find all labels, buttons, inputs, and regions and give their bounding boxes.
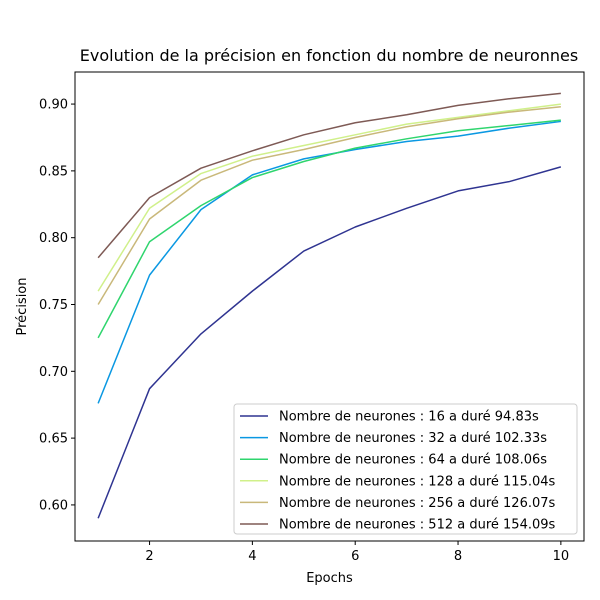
y-tick-label: 0.70 [39,365,68,380]
x-axis-ticks: 2 4 6 8 10 [145,541,569,564]
series-line-4 [97,105,561,305]
x-tick-label: 10 [553,549,570,564]
legend-label-3: Nombre de neurones : 128 a duré 115.04s [279,474,556,489]
x-tick-label: 8 [454,549,462,564]
legend-items: Nombre de neurones : 16 a duré 94.83s Nom… [240,410,556,533]
x-tick-label: 2 [145,549,153,564]
series-group [97,92,562,519]
x-tick-label: 6 [351,549,359,564]
x-tick-label: 4 [248,549,256,564]
plot-frame [74,71,585,542]
legend-box [233,403,578,535]
y-tick-label: 0.75 [39,298,68,313]
series-line-2 [97,119,561,339]
y-tick-label: 0.60 [39,498,68,513]
x-axis-label: Epochs [306,571,353,586]
legend: Nombre de neurones : 16 a duré 94.83s Nom… [233,403,578,535]
legend-label-0: Nombre de neurones : 16 a duré 94.83s [279,410,539,425]
y-axis-label: Précision [15,277,30,335]
legend-label-1: Nombre de neurones : 32 a duré 102.33s [279,431,547,446]
y-tick-label: 0.65 [39,432,68,447]
chart-title: Evolution de la précision en fonction du… [80,46,578,65]
y-tick-label: 0.80 [39,231,68,246]
legend-label-5: Nombre de neurones : 512 a duré 154.09s [279,518,556,533]
series-line-5 [97,92,561,259]
y-tick-label: 0.90 [39,98,68,113]
legend-label-4: Nombre de neurones : 256 a duré 126.07s [279,496,556,511]
y-tick-label: 0.85 [39,164,68,179]
plot-area [74,71,585,542]
series-line-0 [97,166,562,519]
legend-label-2: Nombre de neurones : 64 a duré 108.06s [279,453,547,468]
y-axis-ticks: 0.60 0.65 0.70 0.75 0.80 0.85 0.90 [39,98,75,513]
series-line-3 [97,103,561,292]
